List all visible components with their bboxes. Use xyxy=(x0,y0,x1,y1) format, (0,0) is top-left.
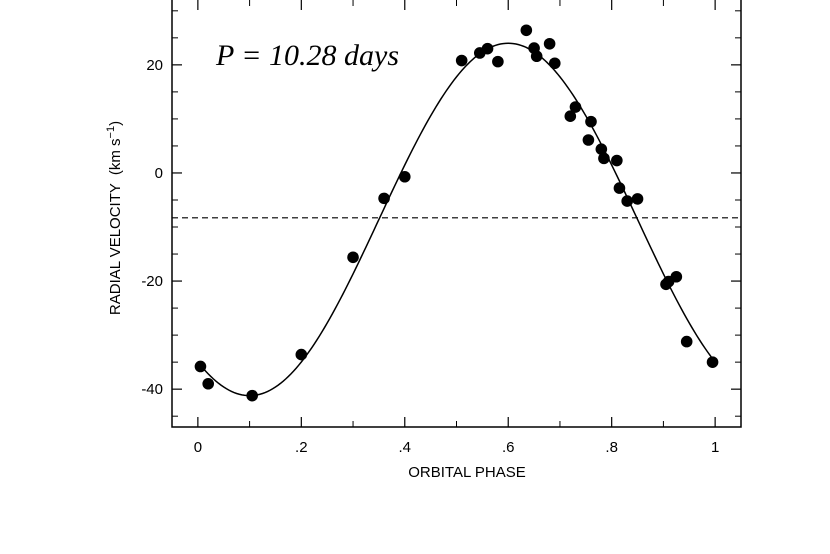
data-point xyxy=(569,101,582,113)
x-tick-label: .6 xyxy=(502,439,515,456)
y-axis-label: RADIAL VELOCITY (km s−1) xyxy=(105,121,124,315)
y-tick-label: 20 xyxy=(146,57,163,74)
data-point xyxy=(543,37,556,50)
y-axis-label-exponent: −1 xyxy=(105,126,117,139)
tick-marks-layer xyxy=(172,0,741,427)
x-tick-label: .8 xyxy=(605,439,618,456)
data-point xyxy=(455,54,468,67)
data-point xyxy=(670,270,683,283)
data-point xyxy=(295,348,308,361)
y-axis-label-main: RADIAL VELOCITY xyxy=(107,183,124,315)
data-point xyxy=(530,50,543,63)
y-tick-label: -20 xyxy=(141,273,163,290)
x-tick-label: 0 xyxy=(194,439,202,456)
data-point xyxy=(582,134,595,146)
data-point xyxy=(398,170,411,183)
x-tick-label: 1 xyxy=(711,439,719,456)
data-point xyxy=(706,356,719,368)
data-point xyxy=(611,154,623,167)
period-annotation: P = 10.28 days xyxy=(215,39,399,72)
data-point xyxy=(564,110,577,123)
data-point xyxy=(194,360,207,373)
data-point xyxy=(246,389,258,402)
data-point xyxy=(520,24,533,37)
fit-curve xyxy=(197,42,716,397)
x-axis-label: ORBITAL PHASE xyxy=(408,464,526,481)
data-point xyxy=(548,57,561,70)
data-point xyxy=(347,251,359,264)
data-point xyxy=(598,152,610,165)
y-tick-label: -40 xyxy=(141,381,163,398)
data-point xyxy=(202,377,215,390)
data-point xyxy=(680,335,693,348)
fit-curve-layer xyxy=(197,42,716,397)
tick-labels-layer: 0 .2 .4 .6 .8 1 -40 -20 0 20 xyxy=(141,57,719,456)
data-point xyxy=(613,182,626,194)
y-axis-label-unit: (km s xyxy=(107,138,124,175)
data-point xyxy=(585,115,597,128)
data-point xyxy=(481,42,494,55)
data-point xyxy=(492,55,504,68)
data-point xyxy=(631,193,644,205)
y-tick-label: 0 xyxy=(155,165,163,182)
data-point xyxy=(595,143,608,155)
x-tick-label: .2 xyxy=(295,439,308,456)
data-point xyxy=(378,192,390,205)
x-tick-label: .4 xyxy=(399,439,412,456)
data-point xyxy=(621,195,633,207)
y-axis-label-close: ) xyxy=(107,121,124,126)
data-points-layer xyxy=(194,24,719,402)
